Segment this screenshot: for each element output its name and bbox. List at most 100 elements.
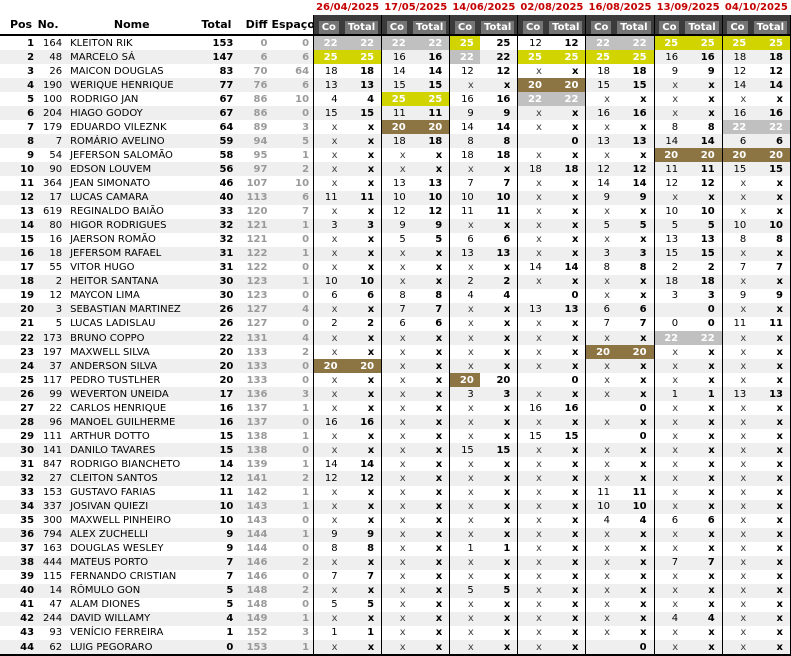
row-margin-cell	[0, 50, 8, 65]
race-co-cell: x	[653, 471, 685, 486]
race-total-cell: 13	[428, 177, 443, 189]
race-total-cell: x	[367, 374, 375, 386]
race-co-cell: x	[721, 330, 753, 346]
driver-row: 29 111 ARTHUR DOTTO 15 138 1 x x x x x x 15 15 0 x x x x	[0, 429, 791, 444]
race-total-cell: x	[479, 527, 518, 542]
race-total-cell: x	[616, 415, 655, 430]
total-sort-button[interactable]: Total	[753, 21, 787, 33]
race-co-cell: 13	[381, 176, 412, 191]
driver-name-cell: VITOR HUGO	[70, 262, 135, 274]
race-co-cell: x	[517, 120, 548, 135]
race-co-cell: x	[449, 625, 480, 641]
race-co-cell: x	[653, 415, 685, 430]
season-total-cell: 147	[201, 50, 234, 65]
driver-name-cell: EDUARDO VILEZNK	[70, 121, 167, 133]
driver-row: 25 117 PEDRO TUSTLHER 20 133 0 x x x x 20 20 0 x x x x x x	[0, 373, 791, 388]
race-total-cell: 25	[684, 35, 723, 51]
race-co-cell: x	[449, 415, 480, 430]
race-total-cell: x	[752, 246, 791, 261]
gap-cell: 6	[271, 190, 314, 205]
driver-row: 31 847 RODRIGO BIANCHETO 14 139 1 14 14 x x x x x x x x…	[0, 457, 791, 472]
race-total-cell: x	[616, 527, 655, 542]
driver-name-cell: WERIQUE HENRIQUE	[62, 78, 202, 93]
race-total-cell: x	[708, 430, 715, 442]
race-co-cell: x	[381, 569, 412, 584]
co-sort-button[interactable]: Co	[318, 21, 339, 33]
car-number-cell: 55	[49, 262, 63, 274]
race-total-cell: x	[616, 387, 655, 402]
co-sort-button[interactable]: Co	[591, 21, 612, 33]
race-total-cell: 16	[496, 93, 511, 105]
season-total-cell: 31	[201, 246, 234, 261]
row-margin-cell	[0, 514, 8, 528]
co-sort-button[interactable]: Co	[659, 21, 680, 33]
row-margin-cell	[0, 190, 8, 205]
race-co-cell: x	[585, 359, 617, 374]
row-margin-cell	[0, 289, 8, 303]
driver-row: 14 80 HIGOR RODRIGUES 32 121 1 3 3 9 9 x x x x 5 5 5 5 10 1…	[0, 218, 791, 233]
gap-cell: 0	[302, 543, 310, 555]
race-dates-row: 26/04/2025 17/05/2025 14/06/2025 02/08/2…	[0, 0, 791, 15]
race-total-cell: 9	[707, 65, 715, 77]
race-co-cell: 14	[721, 78, 753, 93]
season-total-cell: 30	[201, 274, 234, 289]
race-co-cell	[653, 302, 685, 317]
season-total-cell: 33	[219, 206, 234, 218]
race-total-cell: x	[572, 149, 579, 161]
row-margin-cell	[0, 345, 8, 359]
total-sort-button[interactable]: Total	[549, 21, 583, 33]
row-margin-cell	[0, 35, 8, 50]
race-co-cell: x	[449, 78, 480, 93]
race-co-cell: x	[585, 527, 617, 542]
gap-cell: 3	[271, 387, 314, 402]
diff-cell: 141	[233, 471, 272, 486]
race-total-cell: 3	[479, 387, 518, 402]
race-total-cell: x	[616, 443, 655, 458]
race-co-cell: 11	[449, 204, 480, 219]
car-number-cell: 26	[49, 65, 63, 77]
race-co-cell: x	[517, 148, 548, 163]
race-total-cell: 18	[684, 274, 723, 289]
race-total-cell: x	[343, 583, 382, 598]
race-total-cell: 0	[616, 640, 655, 656]
race-total-cell: 2	[367, 318, 375, 330]
total-sort-button[interactable]: Total	[685, 21, 719, 33]
total-sort-button[interactable]: Total	[617, 21, 651, 33]
total-sort-button[interactable]: Total	[412, 21, 447, 33]
diff-cell: 113	[233, 190, 272, 205]
co-sort-button[interactable]: Co	[523, 21, 544, 33]
co-sort-button[interactable]: Co	[727, 21, 748, 33]
race-co-cell: x	[381, 387, 412, 402]
race-total-cell: x	[411, 471, 450, 486]
race-co-cell: 10	[449, 190, 480, 205]
diff-cell: 148	[246, 599, 268, 611]
race-total-cell: x	[479, 471, 518, 486]
co-sort-button[interactable]: Co	[454, 21, 476, 33]
total-sort-button[interactable]: Total	[344, 21, 379, 33]
race-total-cell: x	[640, 93, 647, 105]
row-margin-cell	[0, 134, 8, 149]
season-total-cell: 26	[219, 318, 234, 330]
co-sort-button[interactable]: Co	[386, 21, 408, 33]
race-total-cell: 12	[428, 206, 443, 218]
gap-cell: 1	[302, 458, 310, 470]
gap-cell: 2	[271, 555, 314, 570]
total-sort-button[interactable]: Total	[481, 21, 515, 33]
position-cell: 1	[27, 37, 35, 49]
race-co-cell: 6	[721, 134, 753, 149]
driver-name-cell: PEDRO TUSTLHER	[70, 374, 161, 386]
race-total-cell: x	[479, 218, 518, 233]
race-co-cell: x	[313, 485, 344, 500]
race-co-cell: x	[721, 92, 753, 107]
driver-name-cell: ALEX ZUCHELLI	[62, 527, 202, 542]
driver-row: 33 153 GUSTAVO FARIAS 11 142 1 x x x x x x x x 11 11 x x x…	[0, 485, 791, 500]
season-total-cell: 0	[201, 640, 234, 656]
car-number-cell: 197	[43, 346, 63, 358]
diff-cell: 138	[233, 443, 272, 458]
position-cell: 8	[8, 134, 35, 149]
diff-cell: 133	[233, 359, 272, 374]
race-co-cell: x	[517, 176, 548, 191]
race-total-cell: x	[708, 571, 715, 583]
race-co-cell: x	[721, 541, 753, 556]
race-co-cell: x	[517, 387, 548, 402]
